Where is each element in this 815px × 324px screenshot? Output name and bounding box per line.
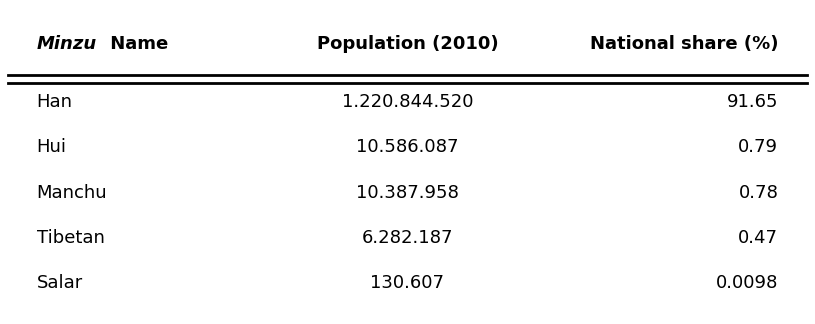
Text: 10.387.958: 10.387.958 — [356, 184, 459, 202]
Text: 130.607: 130.607 — [371, 274, 444, 293]
Text: 0.47: 0.47 — [738, 229, 778, 247]
Text: 6.282.187: 6.282.187 — [362, 229, 453, 247]
Text: 0.0098: 0.0098 — [716, 274, 778, 293]
Text: Han: Han — [37, 93, 73, 111]
Text: Tibetan: Tibetan — [37, 229, 104, 247]
Text: Hui: Hui — [37, 138, 67, 156]
Text: 0.78: 0.78 — [738, 184, 778, 202]
Text: 91.65: 91.65 — [727, 93, 778, 111]
Text: Manchu: Manchu — [37, 184, 108, 202]
Text: National share (%): National share (%) — [590, 35, 778, 53]
Text: Salar: Salar — [37, 274, 83, 293]
Text: Minzu: Minzu — [37, 35, 97, 53]
Text: Population (2010): Population (2010) — [317, 35, 498, 53]
Text: 10.586.087: 10.586.087 — [356, 138, 459, 156]
Text: Name: Name — [104, 35, 168, 53]
Text: 0.79: 0.79 — [738, 138, 778, 156]
Text: 1.220.844.520: 1.220.844.520 — [341, 93, 474, 111]
